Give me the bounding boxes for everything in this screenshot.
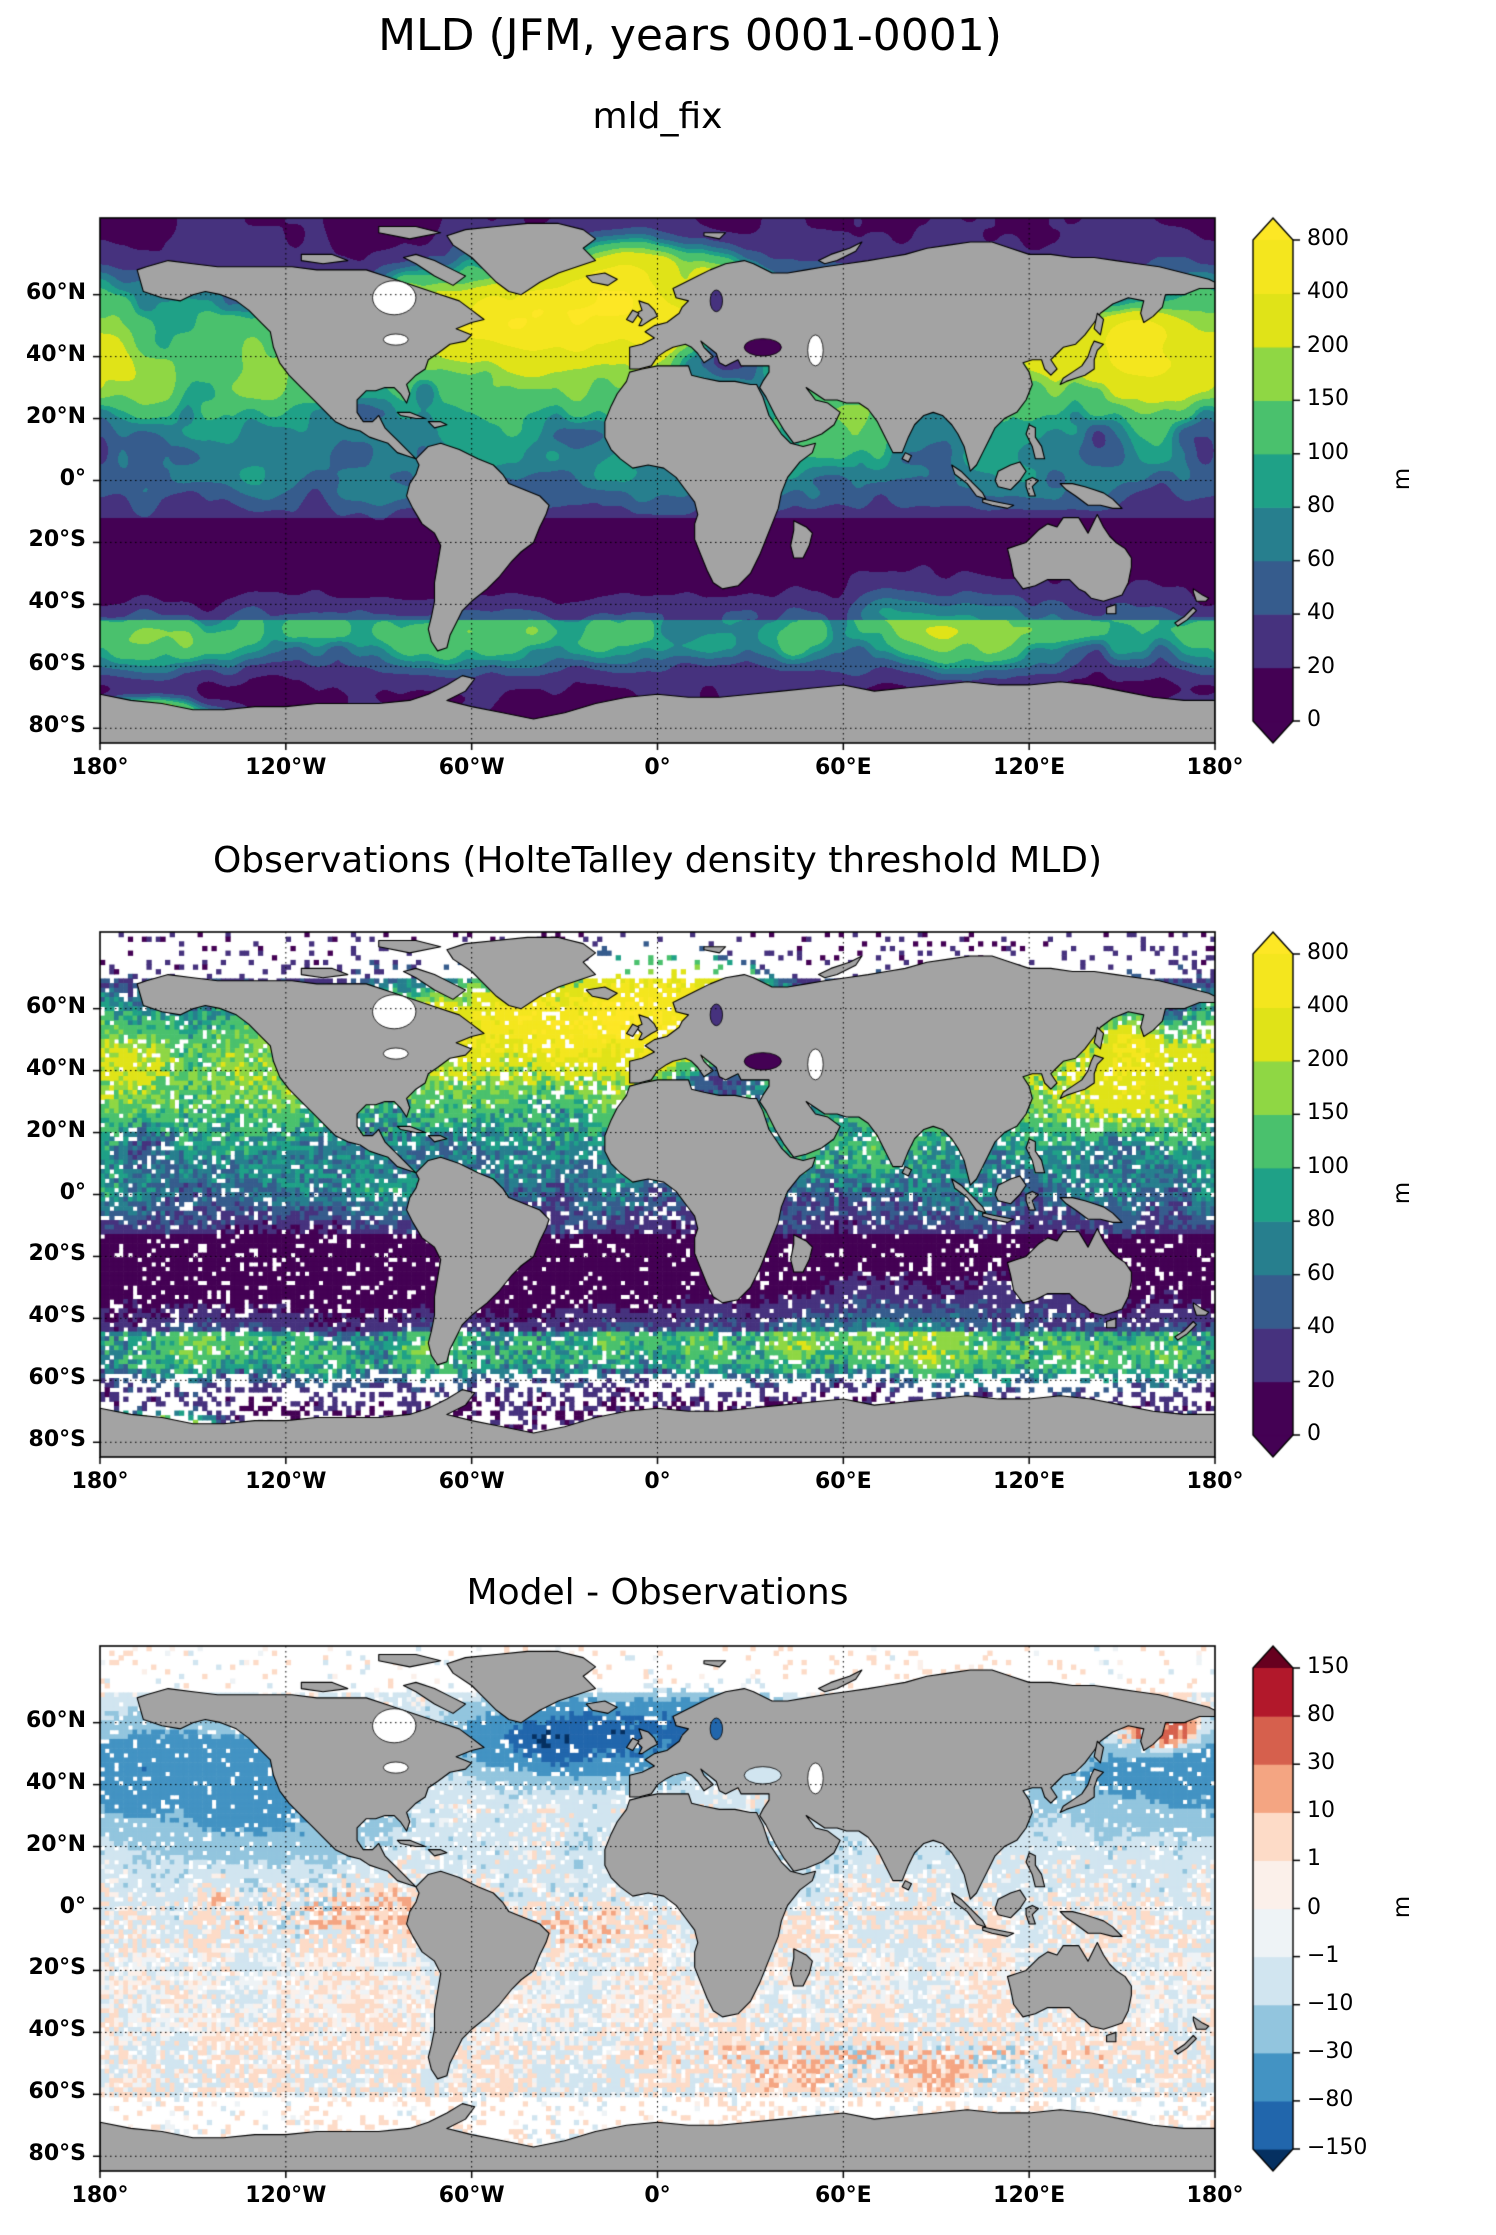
colorbar-tick-label: 80 [1307, 1702, 1335, 1728]
x-tick-label: 60°W [438, 2183, 505, 2208]
colorbar-tick-label: 400 [1307, 279, 1349, 305]
colorbar-tick-label: 1 [1307, 1846, 1321, 1872]
colorbar-tick-label: 200 [1307, 332, 1349, 358]
colorbar-unit-label: m [1389, 1895, 1416, 1918]
x-tick-label: 180° [1186, 1469, 1244, 1494]
x-tick-label: 60°E [815, 755, 872, 780]
y-tick-label: 80°S [28, 2141, 86, 2167]
y-tick-label: 80°S [28, 1427, 86, 1453]
colorbar-tick-label: 60 [1307, 546, 1335, 572]
colorbar-tick-label: 150 [1307, 1654, 1349, 1679]
colorbar-tick-label: 60 [1307, 1260, 1335, 1286]
y-tick-label: 40°S [28, 2017, 86, 2043]
x-tick-label: 120°W [245, 755, 327, 780]
y-tick-label: 40°N [25, 341, 86, 367]
colorbar-tick-label: −30 [1307, 2038, 1354, 2064]
colorbar-tick-label: −150 [1307, 2135, 1368, 2160]
y-tick-label: 60°S [28, 2079, 86, 2105]
colorbar-tick-label: 800 [1307, 940, 1349, 965]
x-tick-label: 60°E [815, 1469, 872, 1494]
panel-title-model: mld_fix [592, 96, 723, 137]
y-tick-label: 0° [59, 1179, 86, 1205]
colorbar-tick-label: 30 [1307, 1750, 1335, 1776]
colorbar-difference [1251, 1644, 1321, 2177]
y-tick-label: 60°N [25, 993, 86, 1019]
map-difference [90, 1644, 1221, 2183]
colorbar-tick-label: 100 [1307, 439, 1349, 465]
y-tick-label: 20°N [25, 403, 86, 429]
x-tick-label: 180° [1186, 2183, 1244, 2208]
x-tick-label: 180° [71, 2183, 129, 2208]
colorbar-tick-label: −80 [1307, 2086, 1354, 2112]
colorbar-tick-label: 40 [1307, 600, 1335, 626]
colorbar-unit-label: m [1389, 1181, 1416, 1204]
y-tick-label: 60°S [28, 1365, 86, 1391]
x-tick-label: 60°E [815, 2183, 872, 2208]
y-tick-label: 60°N [25, 279, 86, 305]
x-tick-label: 120°E [993, 1469, 1066, 1494]
colorbar-tick-label: 20 [1307, 653, 1335, 679]
panel-title-difference: Model - Observations [466, 1572, 849, 1613]
y-tick-label: 20°S [28, 1241, 86, 1267]
colorbar-tick-label: −10 [1307, 1990, 1354, 2016]
colorbar-tick-label: 0 [1307, 1894, 1321, 1920]
colorbar-tick-label: 80 [1307, 493, 1335, 519]
y-tick-label: 20°N [25, 1831, 86, 1857]
y-tick-label: 60°S [28, 651, 86, 677]
y-tick-label: 40°N [25, 1769, 86, 1795]
colorbar-tick-label: 20 [1307, 1367, 1335, 1393]
x-tick-label: 0° [644, 2183, 671, 2208]
x-tick-label: 0° [644, 1469, 671, 1494]
x-tick-label: 60°W [438, 755, 505, 780]
y-tick-label: 60°N [25, 1707, 86, 1733]
colorbar-unit-label: m [1389, 467, 1416, 490]
colorbar-tick-label: 150 [1307, 1100, 1349, 1126]
y-tick-label: 80°S [28, 713, 86, 739]
colorbar-tick-label: 40 [1307, 1314, 1335, 1340]
colorbar-observations [1251, 930, 1321, 1463]
colorbar-tick-label: 80 [1307, 1207, 1335, 1233]
panel-title-observations: Observations (HolteTalley density thresh… [212, 840, 1103, 881]
x-tick-label: 0° [644, 755, 671, 780]
x-tick-label: 120°W [245, 2183, 327, 2208]
colorbar-model [1251, 216, 1321, 749]
x-tick-label: 120°E [993, 755, 1066, 780]
y-tick-label: 40°S [28, 589, 86, 615]
colorbar-tick-label: 0 [1307, 1421, 1321, 1446]
figure-title: MLD (JFM, years 0001-0001) [378, 10, 1002, 61]
y-tick-label: 40°S [28, 1303, 86, 1329]
x-tick-label: 180° [71, 755, 129, 780]
y-tick-label: 40°N [25, 1055, 86, 1081]
x-tick-label: 180° [1186, 755, 1244, 780]
x-tick-label: 180° [71, 1469, 129, 1494]
colorbar-tick-label: 400 [1307, 993, 1349, 1019]
x-tick-label: 120°W [245, 1469, 327, 1494]
colorbar-tick-label: 0 [1307, 707, 1321, 732]
y-tick-label: 20°N [25, 1117, 86, 1143]
colorbar-tick-label: 10 [1307, 1798, 1335, 1824]
x-tick-label: 120°E [993, 2183, 1066, 2208]
x-tick-label: 60°W [438, 1469, 505, 1494]
colorbar-tick-label: 200 [1307, 1046, 1349, 1072]
y-tick-label: 0° [59, 465, 86, 491]
y-tick-label: 20°S [28, 1955, 86, 1981]
colorbar-tick-label: 150 [1307, 386, 1349, 412]
y-tick-label: 0° [59, 1893, 86, 1919]
colorbar-tick-label: −1 [1307, 1942, 1340, 1968]
colorbar-tick-label: 100 [1307, 1153, 1349, 1179]
colorbar-tick-label: 800 [1307, 226, 1349, 251]
y-tick-label: 20°S [28, 527, 86, 553]
map-model [90, 216, 1221, 755]
map-observations [90, 930, 1221, 1469]
